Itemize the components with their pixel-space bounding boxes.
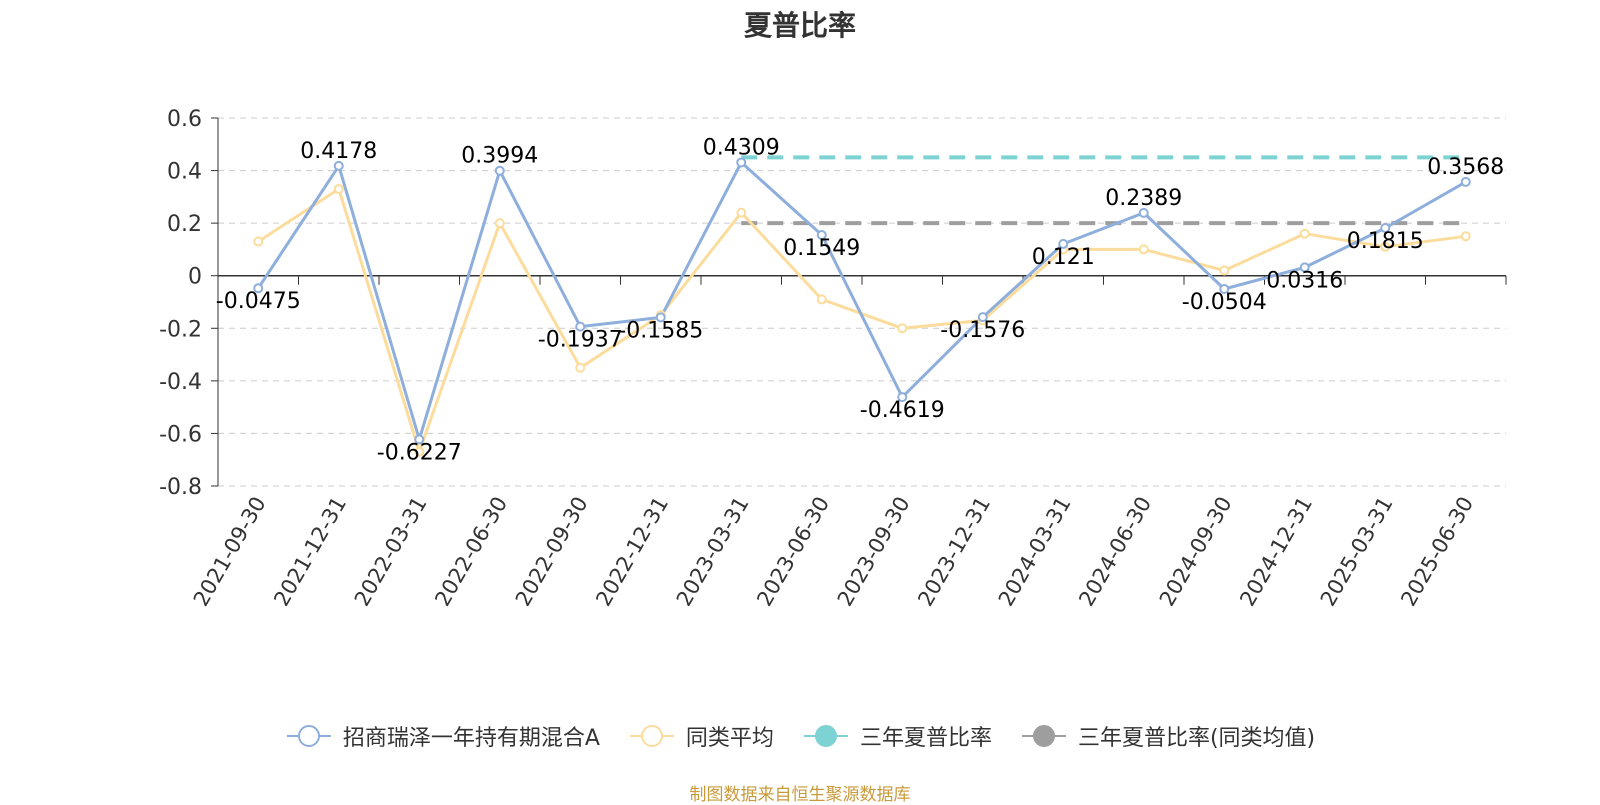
- fund-data-label: 0.0316: [1266, 268, 1343, 293]
- fund-point: [897, 392, 908, 403]
- avg-point: [1219, 265, 1230, 276]
- y-tick-label: 0.4: [167, 160, 202, 185]
- fund-data-label: -0.1937: [538, 328, 623, 353]
- fund-point: [1380, 223, 1391, 234]
- legend-item-fund3y[interactable]: 三年夏普比率: [802, 720, 992, 752]
- fund-point: [977, 312, 988, 323]
- fund-data-label: -0.0504: [1182, 290, 1267, 315]
- label-layer: -0.0475 0.4178 -0.6227 0.3994 -0.1937-0.1585…: [216, 135, 1504, 465]
- avg-point: [1380, 241, 1391, 252]
- fund-point: [575, 321, 586, 332]
- legend-item-avg3y[interactable]: 三年夏普比率(同类均值): [1020, 720, 1315, 752]
- legend: 招商瑞泽一年持有期混合A 同类平均 三年夏普比率 三年夏普比率(同类均值): [0, 720, 1600, 752]
- fund-data-label: -0.1585: [618, 318, 703, 343]
- fund-point: [253, 283, 264, 294]
- x-tick-label: 2021-09-30: [189, 493, 271, 611]
- fund-point: [655, 312, 666, 323]
- fund-point: [1058, 238, 1069, 249]
- fund-point: [736, 157, 747, 168]
- avg-point: [414, 446, 425, 457]
- avg-point: [736, 207, 747, 218]
- x-tick-label: 2024-12-31: [1235, 493, 1317, 611]
- y-tick-label: 0: [188, 265, 202, 290]
- fund-data-label: 0.3994: [461, 144, 538, 169]
- series-layer: [253, 155, 1471, 457]
- legend-avg-marker-icon: [629, 725, 674, 747]
- avg-point: [1460, 231, 1471, 242]
- x-tick-label: 2023-09-30: [833, 493, 915, 611]
- fund-point: [1219, 283, 1230, 294]
- avg-point: [1299, 228, 1310, 239]
- fund-data-label: -0.1576: [940, 318, 1025, 343]
- x-tick-label: 2022-06-30: [430, 493, 512, 611]
- legend-fund3y-circle: [814, 725, 837, 747]
- fund-data-label: 0.1549: [783, 236, 860, 261]
- fund-point: [1138, 207, 1149, 218]
- legend-avg3y-circle: [1032, 725, 1055, 747]
- avg-point: [1138, 244, 1149, 255]
- x-tick-label: 2021-12-31: [269, 493, 351, 611]
- legend-fund-circle: [297, 725, 320, 747]
- fund-data-label: 0.1815: [1347, 229, 1424, 254]
- legend-fund-marker-icon: [286, 725, 331, 747]
- fund-point: [816, 229, 827, 240]
- avg-point: [575, 362, 586, 373]
- avg-point: [494, 218, 505, 229]
- fund-data-label: 0.3568: [1427, 155, 1504, 180]
- avg-point: [333, 183, 344, 194]
- fund-point: [333, 160, 344, 171]
- y-tick-label: 0.6: [167, 107, 202, 132]
- fund-point: [414, 434, 425, 445]
- x-tick-label: 2022-12-31: [591, 493, 673, 611]
- x-tick-label: 2025-03-31: [1316, 493, 1398, 611]
- fund-data-label: -0.6227: [377, 440, 462, 465]
- x-tick-label: 2025-06-30: [1396, 493, 1478, 611]
- grid-layer: [218, 117, 1506, 487]
- fund-data-label: 0.4309: [703, 135, 780, 160]
- legend-label-fund3y: 三年夏普比率: [859, 726, 992, 751]
- series-line-fund: [257, 160, 1467, 441]
- source-note: 制图数据来自恒生聚源数据库: [689, 785, 911, 805]
- fund-point: [1299, 262, 1310, 273]
- x-tick-label: 2023-06-30: [752, 493, 834, 611]
- fund-data-label: 0.121: [1032, 245, 1095, 270]
- avg-point: [816, 294, 827, 305]
- legend-label-avg3y: 三年夏普比率(同类均值): [1077, 726, 1316, 751]
- legend-item-avg[interactable]: 同类平均: [628, 720, 774, 752]
- y-tick-label: -0.2: [159, 317, 202, 342]
- x-tick-label: 2022-03-31: [350, 493, 432, 611]
- fund-point: [494, 165, 505, 176]
- avg-point: [253, 236, 264, 247]
- x-tick-label: 2023-12-31: [913, 493, 995, 611]
- legend-item-fund[interactable]: 招商瑞泽一年持有期混合A: [285, 720, 600, 752]
- axis-layer: 0.6 0.4 0.2 0 -0.2 -0.4 -0.6 -0.82021-09-302021…: [159, 107, 1507, 611]
- fund-point: [1460, 176, 1471, 187]
- chart-title: 夏普比率: [743, 9, 856, 42]
- legend-label-avg: 同类平均: [685, 726, 774, 751]
- y-tick-label: -0.8: [159, 475, 202, 500]
- y-tick-label: -0.4: [159, 370, 202, 395]
- legend-label-fund: 招商瑞泽一年持有期混合A: [342, 726, 600, 751]
- fund-data-label: -0.4619: [860, 398, 945, 423]
- x-tick-label: 2024-09-30: [1155, 493, 1237, 611]
- legend-fund3y-marker-icon: [803, 725, 848, 747]
- fund-data-label: 0.2389: [1105, 186, 1182, 211]
- avg-point: [897, 323, 908, 334]
- legend-avg3y-marker-icon: [1021, 725, 1066, 747]
- x-tick-label: 2024-03-31: [994, 493, 1076, 611]
- x-tick-label: 2023-03-31: [672, 493, 754, 611]
- fund-data-label: 0.4178: [300, 139, 377, 164]
- x-tick-label: 2022-09-30: [511, 493, 593, 611]
- x-tick-label: 2024-06-30: [1074, 493, 1156, 611]
- legend-avg-circle: [640, 725, 663, 747]
- y-tick-label: 0.2: [167, 212, 202, 237]
- fund-data-label: -0.0475: [216, 289, 301, 314]
- y-tick-label: -0.6: [159, 422, 202, 447]
